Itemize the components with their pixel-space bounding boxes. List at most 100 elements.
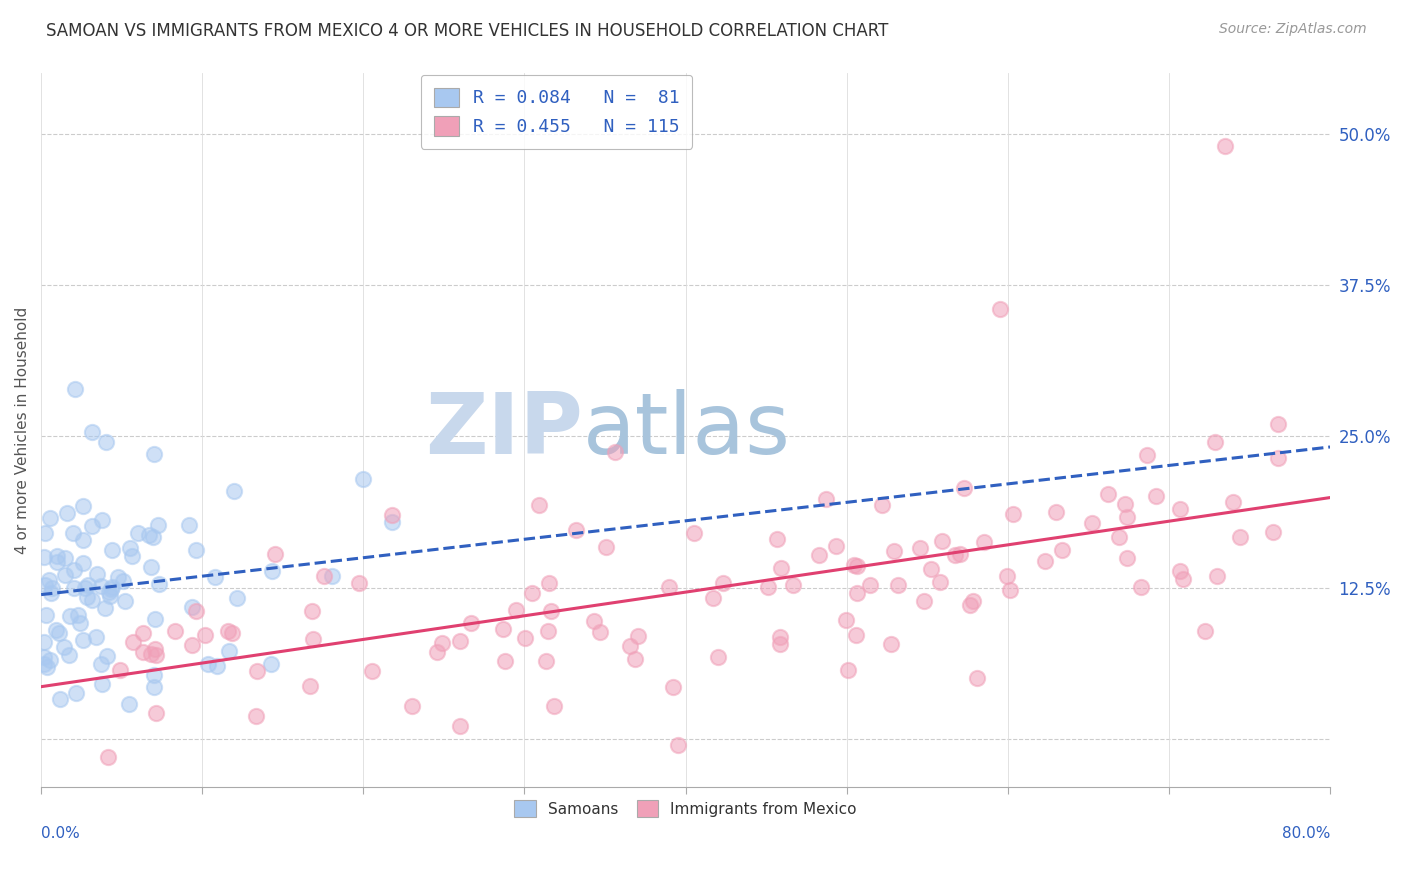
Point bbox=[53, 567, 76, 582]
Point bbox=[97, 585, 120, 599]
Point bbox=[756, 580, 779, 594]
Point bbox=[72, 533, 94, 547]
Point bbox=[114, 593, 136, 607]
Point bbox=[100, 582, 122, 596]
Point bbox=[48, 626, 70, 640]
Point bbox=[460, 615, 482, 630]
Point bbox=[837, 663, 859, 677]
Text: 0.0%: 0.0% bbox=[41, 826, 80, 841]
Point bbox=[131, 626, 153, 640]
Point bbox=[966, 671, 988, 685]
Point bbox=[880, 637, 903, 651]
Point bbox=[1136, 448, 1159, 462]
Point bbox=[221, 625, 243, 640]
Point bbox=[1261, 524, 1284, 539]
Point bbox=[543, 699, 565, 714]
Point bbox=[1205, 569, 1227, 583]
Point bbox=[186, 604, 208, 618]
Point bbox=[91, 677, 114, 691]
Point bbox=[62, 526, 84, 541]
Point bbox=[1168, 564, 1191, 578]
Point bbox=[38, 653, 60, 667]
Point bbox=[702, 591, 724, 606]
Point bbox=[218, 624, 240, 638]
Point bbox=[63, 382, 86, 396]
Point bbox=[101, 543, 124, 558]
Point bbox=[589, 625, 612, 640]
Point bbox=[80, 425, 103, 439]
Point bbox=[711, 576, 734, 591]
Point bbox=[94, 435, 117, 450]
Point bbox=[118, 697, 141, 711]
Point bbox=[845, 628, 868, 642]
Point bbox=[65, 686, 87, 700]
Point bbox=[45, 623, 67, 637]
Point bbox=[96, 648, 118, 663]
Point bbox=[1045, 505, 1067, 519]
Point bbox=[58, 648, 80, 662]
Point bbox=[143, 641, 166, 656]
Point bbox=[522, 586, 544, 600]
Point bbox=[1130, 580, 1153, 594]
Point bbox=[34, 577, 56, 591]
Point bbox=[360, 664, 382, 678]
Point bbox=[260, 657, 283, 671]
Point bbox=[49, 692, 72, 706]
Point bbox=[86, 630, 108, 644]
Point bbox=[1267, 450, 1289, 465]
Point bbox=[142, 531, 165, 545]
Point bbox=[194, 628, 217, 642]
Point bbox=[883, 543, 905, 558]
Point bbox=[666, 738, 689, 752]
Point bbox=[246, 664, 269, 678]
Point bbox=[381, 516, 404, 530]
Point bbox=[492, 622, 515, 636]
Point bbox=[920, 562, 942, 576]
Point bbox=[494, 654, 516, 668]
Point bbox=[661, 680, 683, 694]
Point bbox=[97, 750, 120, 764]
Point bbox=[846, 558, 869, 573]
Point bbox=[1229, 530, 1251, 544]
Point bbox=[988, 302, 1011, 317]
Point bbox=[859, 578, 882, 592]
Point bbox=[72, 499, 94, 513]
Point bbox=[627, 628, 650, 642]
Point bbox=[943, 548, 966, 562]
Point bbox=[224, 483, 246, 498]
Point bbox=[86, 566, 108, 581]
Point bbox=[145, 648, 167, 663]
Point bbox=[537, 576, 560, 591]
Point bbox=[959, 599, 981, 613]
Point bbox=[425, 645, 447, 659]
Text: ZIP: ZIP bbox=[425, 389, 582, 472]
Point bbox=[145, 706, 167, 721]
Point bbox=[603, 445, 626, 459]
Point bbox=[624, 652, 647, 666]
Point bbox=[197, 657, 219, 672]
Point bbox=[77, 578, 100, 592]
Point bbox=[34, 657, 56, 672]
Point bbox=[1081, 516, 1104, 531]
Point bbox=[1000, 582, 1022, 597]
Point bbox=[887, 578, 910, 592]
Point bbox=[127, 526, 149, 541]
Point bbox=[349, 575, 371, 590]
Point bbox=[815, 491, 838, 506]
Point bbox=[245, 709, 267, 723]
Point bbox=[1114, 497, 1136, 511]
Point bbox=[139, 559, 162, 574]
Point bbox=[537, 624, 560, 638]
Point bbox=[298, 679, 321, 693]
Point bbox=[139, 647, 162, 661]
Point bbox=[908, 541, 931, 555]
Point bbox=[619, 640, 641, 654]
Point bbox=[1170, 502, 1192, 516]
Point bbox=[1097, 487, 1119, 501]
Point bbox=[1144, 489, 1167, 503]
Point bbox=[90, 579, 112, 593]
Point bbox=[352, 472, 374, 486]
Point bbox=[513, 631, 536, 645]
Point bbox=[1108, 530, 1130, 544]
Point bbox=[72, 556, 94, 570]
